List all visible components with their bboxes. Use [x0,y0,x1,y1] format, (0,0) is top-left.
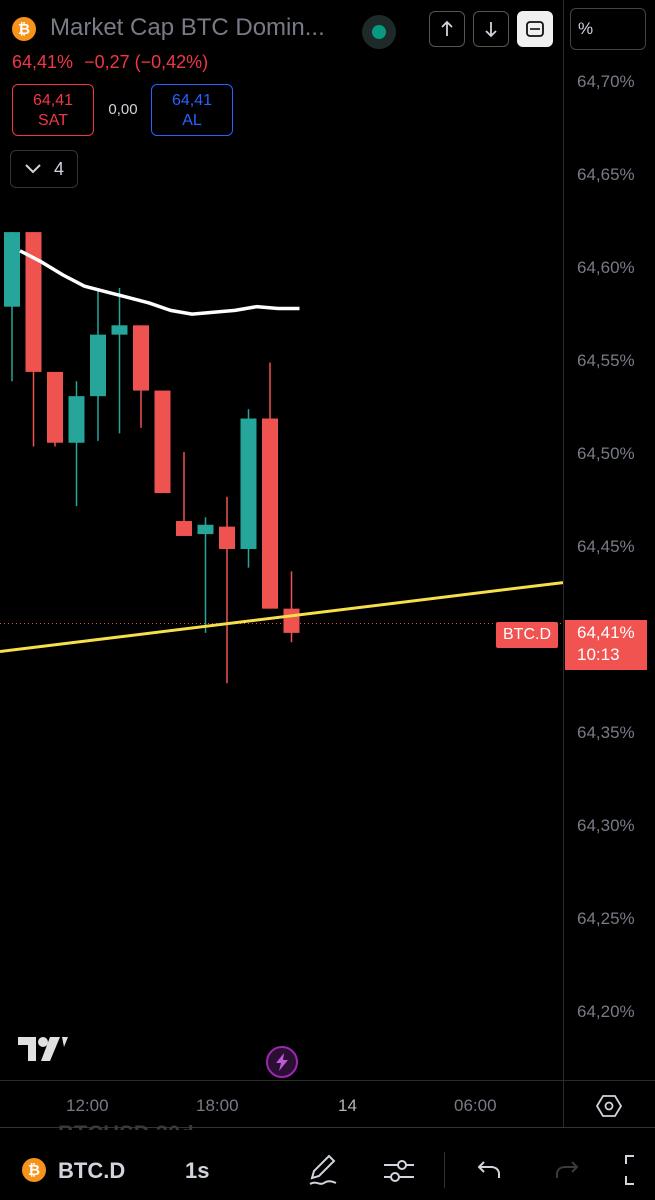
spread-value: 0,00 [108,101,138,118]
pencil-icon[interactable] [306,1152,340,1193]
price-axis-label: 64,35% [577,723,635,742]
price-axis-label: 64,45% [577,537,635,556]
toolbar-separator [444,1152,445,1188]
price-scale-divider [563,0,564,1128]
indicators-toggle-button[interactable]: 4 [10,150,78,188]
price-axis-label: 64,55% [577,351,635,370]
candle-body [240,418,257,549]
time-axis-label: 06:00 [454,1096,497,1115]
buy-button[interactable]: 64,41 AL [151,84,233,136]
sell-label: SAT [38,112,68,129]
sell-button[interactable]: 64,41 SAT [12,84,94,136]
candle-body [176,521,192,536]
price-axis-label: 64,30% [577,816,635,835]
candle-body [4,232,20,307]
arrow-down-icon[interactable] [473,11,509,47]
candle[interactable] [90,288,106,441]
symbol-title[interactable]: Market Cap BTC Domin... [50,14,325,41]
chevron-down-icon [25,164,41,174]
price-change-line: 64,41% −0,27 (−0,42%) [12,52,208,73]
last-price-tag: 64,41% 10:13 [565,620,647,670]
price-axis-label: 64,20% [577,1002,635,1021]
price-axis-label: 64,25% [577,909,635,928]
sliders-icon[interactable] [382,1156,416,1191]
settings-hex-icon[interactable] [595,1094,623,1123]
bitcoin-icon: ₿ [12,17,36,41]
candle-body [25,232,42,372]
last-price-value: 64,41% [577,623,635,642]
symbol-price-tag: BTC.D [496,622,558,648]
candle[interactable] [47,371,63,447]
candle-body [197,524,214,535]
sell-price: 64,41 [32,92,74,109]
candle[interactable] [133,325,149,428]
price-axis-label: 64,65% [577,165,635,184]
candle[interactable] [176,452,192,536]
candle-body [262,418,278,609]
candle-body [133,325,149,391]
time-axis-label: 12:00 [66,1096,109,1115]
candle[interactable] [68,381,85,507]
candle[interactable] [283,571,300,643]
candle-body [154,390,171,494]
bitcoin-icon: ₿ [22,1158,46,1182]
indicator-count: 4 [53,158,64,179]
undo-icon[interactable] [476,1158,502,1187]
arrow-up-icon[interactable] [429,11,465,47]
bottom-toolbar: ₿ BTC.D 1s [0,1130,655,1200]
redo-icon[interactable] [554,1158,580,1187]
candle[interactable] [240,409,257,568]
chart-header: ₿ Market Cap BTC Domin... 64,41% −0,27 (… [0,0,560,150]
scale-mode-button[interactable]: % [570,8,646,50]
buy-label: AL [182,112,202,129]
candle[interactable] [111,288,128,434]
candle[interactable] [197,517,214,633]
candle-body [219,526,235,549]
price-change: −0,27 (−0,42%) [84,52,209,72]
fullscreen-toggle-icon[interactable] [517,11,553,47]
toolbar-divider [0,1127,655,1128]
candle[interactable] [154,390,171,494]
interval-button[interactable]: 1s [185,1158,210,1183]
trendline[interactable] [0,581,563,654]
candle[interactable] [4,232,20,382]
moving-average-line[interactable] [19,249,300,316]
time-axis-label: 14 [338,1096,357,1115]
candle[interactable] [262,362,278,609]
market-status-icon[interactable] [362,15,396,49]
candle[interactable] [219,496,235,684]
symbol-button[interactable]: BTC.D [58,1158,126,1183]
time-axis-label: 18:00 [196,1096,239,1115]
bar-countdown: 10:13 [577,645,620,664]
lightning-icon[interactable] [266,1046,298,1078]
candle-body [68,396,85,443]
candle-body [47,371,63,443]
tradingview-logo[interactable] [18,1035,68,1068]
candle-body [283,608,300,633]
last-price-percent: 64,41% [12,52,74,72]
candle[interactable] [25,232,42,447]
candle-body [90,334,106,397]
candle-body [111,325,128,335]
candlestick-chart[interactable] [0,0,563,1080]
price-axis-label: 64,60% [577,258,635,277]
fullscreen-icon[interactable] [624,1152,655,1193]
time-axis-divider [0,1080,655,1081]
price-axis-label: 64,70% [577,72,635,91]
price-axis-label: 64,50% [577,444,635,463]
buy-price: 64,41 [171,92,213,109]
